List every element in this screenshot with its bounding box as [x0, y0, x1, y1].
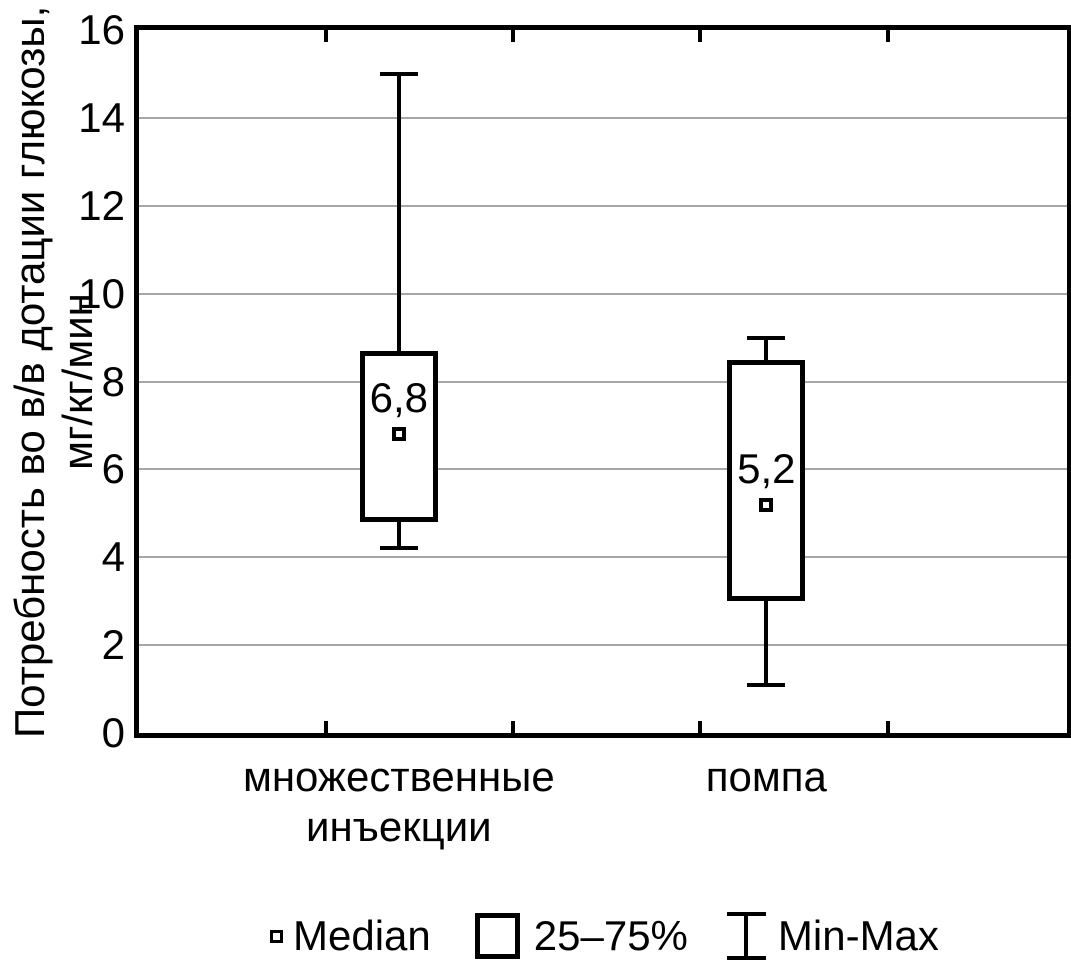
whisker-cap-max	[747, 335, 786, 340]
y-axis-tick-label: 0	[101, 709, 125, 756]
y-axis-tick-label: 2	[101, 621, 125, 669]
gridline	[139, 204, 1067, 207]
x-axis-tick-top	[698, 30, 703, 42]
y-axis-tick-label: 8	[101, 357, 125, 405]
legend-minmax-whisker-icon	[726, 912, 766, 960]
gridline	[139, 644, 1067, 647]
y-axis-tick-label: 12	[78, 181, 125, 229]
legend-median-label: Median	[293, 912, 431, 959]
x-category-label-line: помпа	[705, 753, 827, 800]
legend-iqr-label: 25–75%	[533, 912, 688, 959]
iqr-box	[727, 359, 806, 602]
gridline	[139, 116, 1067, 119]
legend-iqr-box-icon	[474, 913, 520, 959]
x-axis-tick-bottom	[698, 721, 703, 733]
x-axis-tick-bottom	[510, 721, 515, 733]
y-axis-tick-label: 10	[78, 269, 125, 317]
x-category-label-line: инъекции	[306, 803, 492, 850]
y-axis-tick-label: 6	[101, 445, 125, 493]
y-axis-tick-label: 4	[101, 533, 125, 581]
x-axis-tick-top	[323, 30, 328, 42]
whisker-cap-max	[379, 71, 418, 76]
x-category-label: множественные инъекции	[243, 752, 555, 852]
x-axis-tick-bottom	[323, 721, 328, 733]
legend-minmax-label: Min-Max	[777, 912, 939, 959]
gridline	[139, 468, 1067, 471]
gridline	[139, 292, 1067, 295]
x-axis-tick-bottom	[885, 721, 890, 733]
whisker-cap-min	[747, 682, 786, 687]
y-axis-tick-label: 16	[78, 6, 125, 53]
median-marker	[759, 497, 774, 512]
x-category-label-line: множественные	[242, 753, 555, 800]
median-value-label: 6,8	[369, 374, 429, 422]
gridline	[139, 380, 1067, 383]
median-value-label: 5,2	[737, 444, 796, 492]
x-category-label: помпа	[706, 752, 827, 802]
x-axis-tick-top	[510, 30, 515, 42]
median-marker	[391, 427, 406, 442]
legend-median-marker-icon	[270, 929, 283, 943]
x-axis-tick-top	[885, 30, 890, 42]
gridline	[139, 556, 1067, 559]
legend: Median 25–75% Min-Max	[270, 908, 939, 963]
y-axis-tick-label: 14	[78, 93, 125, 141]
whisker-cap-min	[379, 546, 418, 551]
plot-area: 6,8 5,2	[134, 25, 1071, 738]
whisker-stem	[396, 73, 401, 549]
